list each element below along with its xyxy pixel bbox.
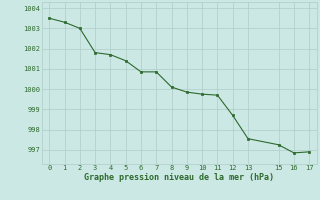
- X-axis label: Graphe pression niveau de la mer (hPa): Graphe pression niveau de la mer (hPa): [84, 173, 274, 182]
